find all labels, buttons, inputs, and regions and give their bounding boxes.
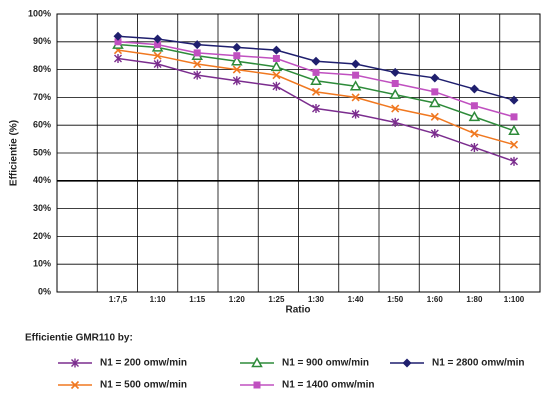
data-point	[351, 59, 361, 69]
y-tick-label: 90%	[33, 36, 51, 46]
x-tick-label: 1:10	[150, 295, 167, 304]
data-point	[391, 117, 400, 127]
data-point	[311, 87, 321, 96]
data-point	[391, 80, 399, 87]
y-tick-label: 60%	[33, 120, 51, 130]
data-point	[232, 42, 242, 52]
data-point	[192, 40, 202, 50]
y-tick-label: 100%	[28, 8, 51, 18]
data-point	[389, 88, 401, 99]
data-point	[470, 102, 478, 110]
legend-label: N1 = 500 omw/min	[100, 380, 187, 391]
data-point	[270, 60, 283, 72]
data-point	[272, 81, 281, 91]
x-tick-label: 1:25	[268, 295, 285, 304]
data-point	[509, 95, 519, 105]
data-point	[153, 59, 162, 69]
legend-marker	[253, 381, 261, 389]
legend-label: N1 = 900 omw/min	[282, 358, 369, 369]
data-point	[312, 104, 320, 114]
data-point	[153, 51, 162, 60]
x-tick-label: 1:40	[348, 295, 365, 304]
legend-label: N1 = 1400 omw/min	[282, 380, 375, 391]
y-tick-label: 30%	[33, 203, 51, 213]
data-point	[391, 104, 400, 113]
data-point	[431, 88, 439, 96]
data-point	[468, 110, 481, 122]
data-point	[430, 112, 439, 121]
data-point	[352, 71, 360, 79]
y-tick-label: 40%	[33, 175, 51, 185]
data-point	[509, 140, 519, 149]
data-point	[231, 55, 243, 66]
data-point	[351, 109, 360, 119]
data-point	[470, 129, 479, 138]
data-point	[153, 34, 163, 44]
data-point	[429, 96, 441, 108]
data-point	[193, 49, 201, 57]
data-point	[232, 76, 241, 86]
y-tick-label: 80%	[33, 64, 51, 74]
data-point	[272, 54, 280, 62]
data-point	[310, 74, 322, 85]
data-point	[114, 38, 122, 46]
data-point	[430, 129, 439, 139]
legend-marker	[251, 356, 263, 368]
legend-marker	[402, 358, 412, 368]
x-tick-label: 1:50	[387, 295, 404, 304]
legend-marker	[71, 358, 79, 368]
legend-label: N1 = 200 omw/min	[100, 358, 187, 369]
data-point	[312, 68, 320, 76]
data-point	[469, 84, 479, 94]
data-point	[430, 73, 440, 83]
y-tick-label: 20%	[33, 231, 51, 241]
data-point	[271, 45, 281, 55]
data-point	[113, 31, 123, 41]
x-tick-label: 1:15	[189, 295, 206, 304]
data-point	[193, 59, 202, 69]
y-axis-label: Efficientie (%)	[9, 120, 20, 186]
x-tick-label: 1:30	[308, 295, 325, 304]
x-tick-label: 1:100	[504, 295, 525, 304]
y-tick-label: 50%	[33, 147, 51, 157]
y-tick-label: 0%	[38, 286, 51, 296]
data-point	[311, 56, 321, 66]
x-tick-label: 1:60	[427, 295, 444, 304]
x-axis-label: Ratio	[286, 305, 311, 316]
x-tick-label: 1:80	[466, 295, 483, 304]
data-point	[510, 156, 518, 166]
data-point	[349, 80, 362, 91]
legend-title: Efficientie GMR110 by:	[25, 333, 133, 344]
data-point	[508, 124, 520, 136]
data-point	[154, 41, 162, 49]
legend-label: N1 = 2800 omw/min	[432, 358, 525, 369]
x-tick-label: 1:20	[229, 295, 246, 304]
data-point	[351, 93, 360, 102]
legend-marker	[70, 380, 80, 390]
y-tick-label: 10%	[33, 259, 51, 269]
data-point	[193, 70, 202, 80]
data-point	[390, 67, 400, 77]
y-tick-label: 70%	[33, 92, 51, 102]
data-point	[470, 142, 479, 152]
data-point	[114, 53, 122, 63]
data-point	[233, 52, 241, 60]
data-point	[232, 65, 241, 74]
x-tick-label: 1:7,5	[109, 295, 128, 304]
data-point	[510, 113, 518, 121]
data-point	[272, 71, 281, 80]
